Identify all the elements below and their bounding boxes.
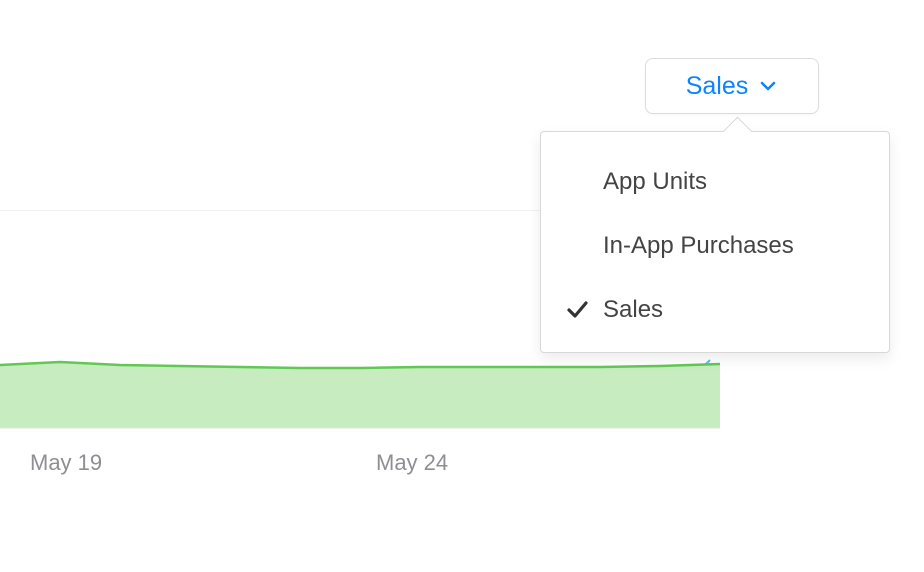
metric-option-label: In-App Purchases <box>603 232 889 260</box>
metric-option-label: App Units <box>603 168 889 196</box>
metric-option[interactable]: App Units <box>541 150 889 214</box>
metric-option[interactable]: In-App Purchases <box>541 214 889 278</box>
x-axis-labels: May 19 May 24 <box>0 450 720 490</box>
metric-option-label: Sales <box>603 296 889 324</box>
chevron-down-icon <box>758 76 778 96</box>
metric-option[interactable]: Sales <box>541 278 889 342</box>
check-icon <box>565 298 603 322</box>
x-axis-label: May 24 <box>376 450 448 476</box>
x-axis-label: May 19 <box>30 450 102 476</box>
metric-dropdown-menu: App Units In-App Purchases Sales <box>540 131 890 353</box>
metric-dropdown-label: Sales <box>686 72 749 101</box>
metric-dropdown-trigger[interactable]: Sales <box>645 58 819 114</box>
